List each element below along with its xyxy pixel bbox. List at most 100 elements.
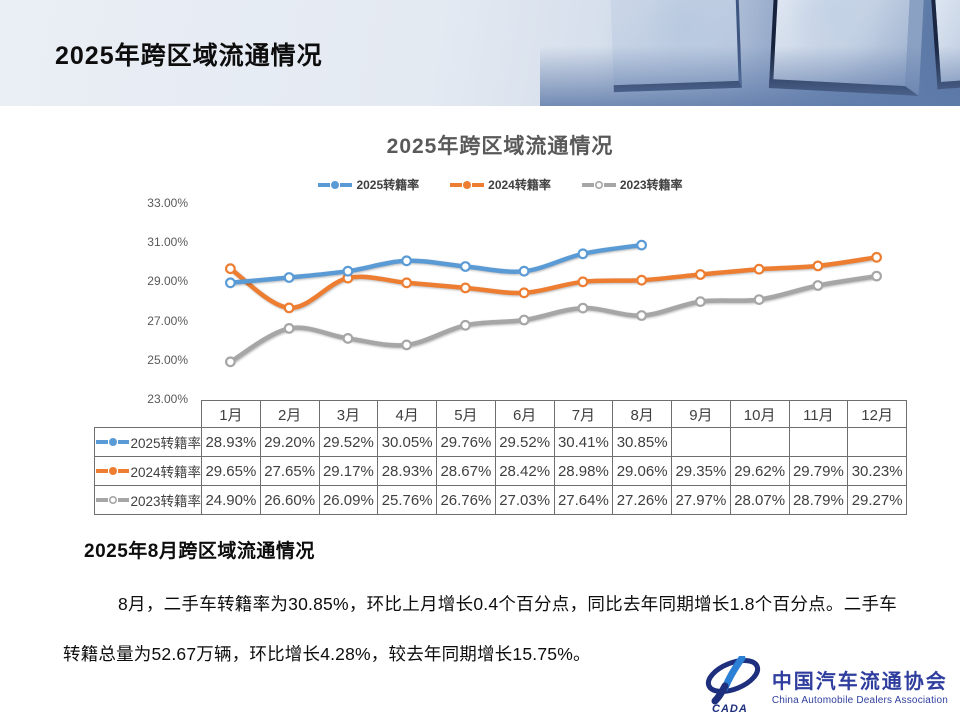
value-cell [671,427,731,457]
logo-name-english: China Automobile Dealers Association [771,694,948,706]
data-point-marker [695,296,706,307]
value-cell: 29.27% [847,485,907,515]
series-marker-icon [96,495,130,505]
legend-item-2025转籍率: 2025转籍率 [317,176,419,193]
series-label-cell: 2024转籍率 [94,456,202,486]
data-point-marker [636,239,648,251]
data-point-marker [577,302,589,314]
y-axis-tick-label: 33.00% [147,196,188,210]
plot-area: 33.00% 31.00% 29.00% 27.00% 25.00% 23.00% [94,196,906,406]
table-row: 2024转籍率 29.65% 27.65% 29.17% 28.93% 28.67% 28.… [94,456,907,486]
data-point-marker [460,261,471,272]
legend-label: 2025转籍率 [356,178,420,192]
value-cell: 29.76% [436,427,496,457]
header-floor-decoration [540,46,960,106]
value-cell [788,427,849,457]
value-cell: 29.20% [259,427,320,457]
table-row: 2025转籍率 28.93% 29.20% 29.52% 30.05% 29.76% 29.… [94,427,907,457]
value-cell: 27.26% [612,485,672,515]
data-point-marker [401,255,413,267]
legend-label: 2023转籍率 [619,178,683,192]
value-cell: 28.67% [436,456,496,486]
month-header-cell: 10月 [729,400,790,428]
data-point-marker [224,356,236,368]
series-label-cell: 2023转籍率 [94,485,202,515]
cada-badge-text: CADA [712,703,748,714]
data-point-marker [518,265,530,277]
summary-heading: 2025年8月跨区域流通情况 [84,541,315,562]
chart-legend: 2025转籍率 2024转籍率 2023转籍率 [94,176,906,193]
value-cell: 29.35% [671,456,731,486]
month-header-cell: 9月 [671,400,731,428]
cada-logo: CADA 中国汽车流通协会 China Automobile Dealers A… [702,656,948,714]
cada-logo-icon: CADA [705,656,760,714]
chart-section: 2025年跨区域流通情况 2025转籍率 2024转籍率 2023转籍率 33.00… [94,130,907,515]
series-label: 2023转籍率 [96,490,201,510]
series-marker-icon [96,466,130,476]
value-cell: 28.93% [201,427,261,457]
value-cell: 27.97% [671,485,731,515]
data-point-marker [401,277,413,289]
value-cell: 30.41% [553,427,614,457]
data-point-marker [460,319,471,331]
data-point-marker [636,310,648,321]
cada-logo-text: 中国汽车流通协会 China Automobile Dealers Associ… [772,665,948,706]
value-cell: 28.07% [729,485,790,515]
legend-item-2024转籍率: 2024转籍率 [449,176,551,193]
page-title: 2025年跨区域流通情况 [55,42,323,70]
value-cell: 29.79% [788,456,849,486]
series-label-cell: 2025转籍率 [94,427,202,457]
y-axis-labels: 33.00% 31.00% 29.00% 27.00% 25.00% 23.00% [94,196,201,406]
month-header-cell: 12月 [847,400,907,428]
data-point-marker [224,263,236,275]
data-point-marker [401,339,413,351]
legend-label: 2024转籍率 [488,178,551,192]
month-header-cell: 7月 [553,400,614,428]
month-header-cell: 6月 [494,400,555,428]
value-cell: 27.03% [494,485,555,515]
value-cell: 24.90% [201,485,261,515]
table-row: 2023转籍率 24.90% 26.60% 26.09% 25.76% 26.76% 27.… [94,485,907,515]
value-cell [847,427,907,457]
data-point-marker [283,272,295,283]
series-label-text: 2025转籍率 [130,436,201,451]
value-cell: 29.52% [494,427,555,457]
data-point-marker [753,294,765,305]
line-chart [224,239,882,368]
value-cell: 30.85% [612,427,672,457]
data-point-marker [283,322,295,334]
value-cell: 28.42% [494,456,555,486]
data-point-marker [518,287,530,299]
y-axis-tick-label: 23.00% [147,392,188,406]
data-point-marker [342,332,354,344]
value-cell: 27.64% [553,485,614,515]
value-cell: 26.76% [436,485,496,515]
series-label-text: 2024转籍率 [130,465,201,480]
legend-item-2023转籍率: 2023转籍率 [581,176,683,193]
value-cell [729,427,790,457]
month-header-cell: 1月 [201,400,261,428]
month-header-cell: 8月 [612,400,672,428]
data-point-marker [283,302,295,314]
header-banner: 2025年跨区域流通情况 [0,0,960,106]
value-cell: 29.06% [612,456,672,486]
value-cell: 30.23% [847,456,907,486]
value-cell: 27.65% [259,456,320,486]
value-cell: 28.79% [788,485,849,515]
data-point-marker [812,260,824,272]
chart-data-table: 1月 2月 3月 4月 5月 6月 7月 8月 9月 10月 11月 12月 2025转籍率 28.93%… [94,400,907,515]
value-cell: 28.98% [553,456,614,486]
series-marker-icon [450,180,485,189]
data-point-marker [812,280,824,291]
table-header-row: 1月 2月 3月 4月 5月 6月 7月 8月 9月 10月 11月 12月 [95,400,907,428]
value-cell: 26.60% [259,485,320,515]
value-cell: 26.09% [318,485,379,515]
summary-section: 2025年8月跨区域流通情况 8月，二手车转籍率为30.85%，环比上月增长0.… [0,536,960,679]
data-point-marker [871,251,882,263]
data-point-marker [518,314,530,326]
value-cell: 25.76% [377,485,437,515]
chart-title: 2025年跨区域流通情况 [386,135,614,158]
month-header-cell: 11月 [788,400,849,428]
summary-text: 8月，二手车转籍率为30.85%，环比上月增长0.4个百分点，同比去年同期增长1… [63,594,897,664]
